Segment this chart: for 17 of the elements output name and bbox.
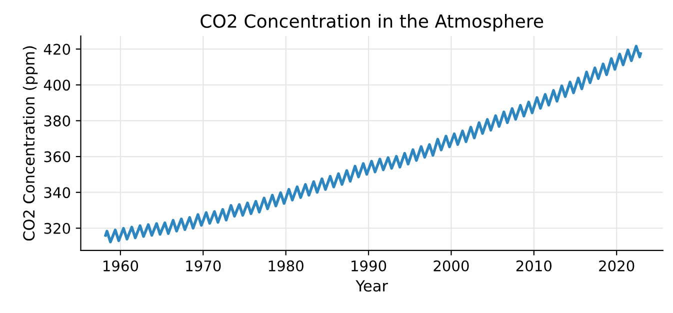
y-tick-label: 320 (44, 222, 70, 234)
y-tick-label: 400 (44, 80, 70, 91)
x-tick-label: 2000 (434, 260, 469, 272)
y-tick-label: 340 (44, 187, 70, 198)
y-tick-label: 420 (44, 44, 70, 55)
x-tick-label: 2020 (599, 260, 634, 272)
y-axis-title: CO2 Concentration (ppm) (22, 46, 38, 241)
x-tick-label: 1980 (268, 260, 304, 272)
x-tick-label: 1970 (186, 260, 221, 272)
x-axis-title: Year (356, 280, 388, 292)
x-tick-label: 2010 (516, 260, 552, 272)
y-tick-label: 360 (44, 151, 70, 162)
y-tick-label: 380 (44, 115, 70, 126)
x-tick-label: 1960 (103, 260, 138, 272)
x-tick-label: 1990 (352, 260, 386, 272)
chart-title: CO2 Concentration in the Atmosphere (200, 14, 544, 32)
line-series (104, 44, 642, 244)
